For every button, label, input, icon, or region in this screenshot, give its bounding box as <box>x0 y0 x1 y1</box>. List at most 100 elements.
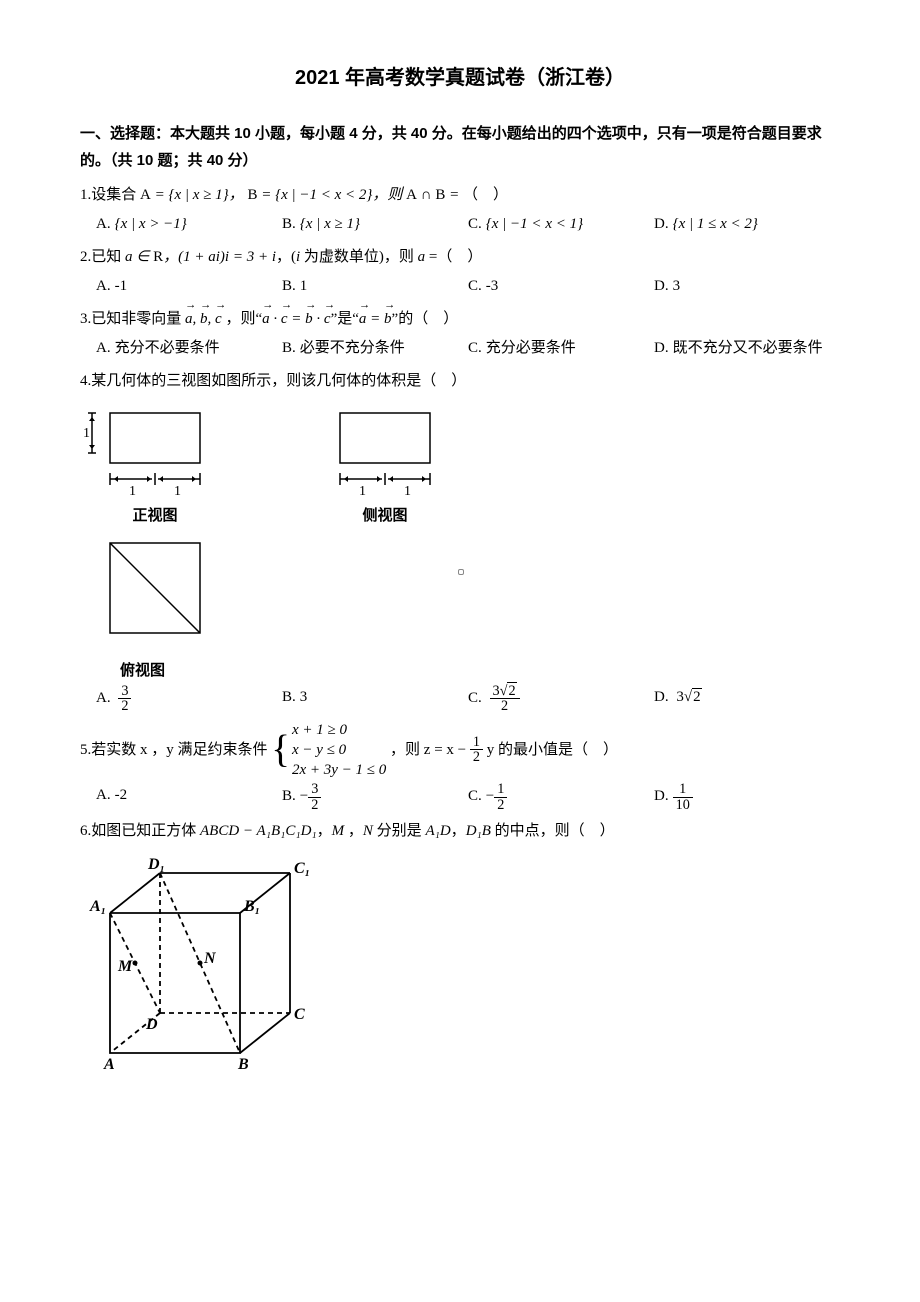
page-title: 2021 年高考数学真题试卷（浙江卷） <box>80 60 840 96</box>
q4-d-rad: 2 <box>692 688 702 705</box>
q5-tail-a: ，则 z = x − <box>390 741 470 757</box>
q4-text: 4.某几何体的三视图如图所示，则该几何体的体积是（ ） <box>80 368 840 395</box>
q5-tail-b: y 的最小值是（ ） <box>487 741 618 757</box>
lbl-B1: B₁ <box>243 898 260 915</box>
q5-c-num: 1 <box>494 782 507 797</box>
q4-options: A. 32 B.3 C. 3√22 D. 3√2 <box>80 684 840 714</box>
front-caption: 正视图 <box>80 502 230 529</box>
q5-b-den: 2 <box>308 798 321 812</box>
q5-opt-a: A.-2 <box>96 782 282 812</box>
q5-d-den: 10 <box>673 798 693 812</box>
lbl-N: N <box>203 950 217 967</box>
q5-line2: x − y ≤ 0 <box>292 742 346 758</box>
label-a: A. <box>96 340 111 356</box>
q5-frac-num: 1 <box>470 735 483 750</box>
label-c: C. <box>468 340 482 356</box>
q5-options: A.-2 B.−32 C.−12 D.110 <box>80 782 840 812</box>
label-c: C. <box>468 278 482 294</box>
label-c: C. <box>468 216 482 232</box>
q2-options: A.-1 B.1 C.-3 D.3 <box>80 273 840 300</box>
q3-b-val: 必要不充分条件 <box>300 340 405 356</box>
side-view: 1 1 侧视图 <box>310 403 460 529</box>
label-b: B. <box>282 788 296 804</box>
q4-opt-d: D. 3√2 <box>654 684 840 714</box>
q2-d-val: 3 <box>673 278 681 294</box>
question-1: 1.设集合 A = {x | x ≥ 1}， B = {x | −1 < x <… <box>80 182 840 238</box>
q1-text: 1.设集合 A = {x | x ≥ 1}， B = {x | −1 < x <… <box>80 182 840 209</box>
cube-svg: A B C D A₁ B₁ C₁ D₁ M N <box>80 853 320 1083</box>
label-a: A. <box>96 787 111 803</box>
q3-text: 3.已知非零向量 a, b, c ，则“a · c = b · c”是“a = … <box>80 306 840 333</box>
q3-opt-b: B.必要不充分条件 <box>282 335 468 362</box>
label-d: D. <box>654 278 669 294</box>
q3-opt-c: C.充分必要条件 <box>468 335 654 362</box>
front-label-r: 1 <box>174 484 181 498</box>
top-view-svg <box>80 533 230 653</box>
label-b: B. <box>282 340 296 356</box>
q1-options: A.{x | x > −1} B.{x | x ≥ 1} C.{x | −1 <… <box>80 211 840 238</box>
lbl-M: M <box>117 958 133 975</box>
q5-opt-c: C.−12 <box>468 782 654 812</box>
q3-c-val: 充分必要条件 <box>486 340 576 356</box>
label-d: D. <box>654 788 669 804</box>
side-label-l: 1 <box>359 484 366 498</box>
lbl-A: A <box>103 1056 115 1073</box>
q5-line1: x + 1 ≥ 0 <box>292 722 347 738</box>
label-d: D. <box>654 340 669 356</box>
q1-opt-a: A.{x | x > −1} <box>96 211 282 238</box>
front-view-svg: 1 1 1 <box>80 403 230 498</box>
q1-body: A = {x | x ≥ 1}， B = {x | −1 < x < 2}，则 … <box>140 187 463 203</box>
q4-opt-a: A. 32 <box>96 684 282 714</box>
label-b: B. <box>282 689 296 705</box>
q4-opt-c: C. 3√22 <box>468 684 654 714</box>
section-heading: 一、选择题：本大题共 10 小题，每小题 4 分，共 40 分。在每小题给出的四… <box>80 120 840 174</box>
lbl-D1: D₁ <box>147 856 165 873</box>
q5-opt-d: D.110 <box>654 782 840 812</box>
q5-b-num: 3 <box>308 782 321 797</box>
q6-prefix: 6.如图已知正方体 <box>80 823 200 839</box>
lbl-C1: C₁ <box>294 860 310 877</box>
q4-opt-b: B.3 <box>282 684 468 714</box>
label-a: A. <box>96 278 111 294</box>
q2-c-val: -3 <box>486 278 499 294</box>
side-caption: 侧视图 <box>310 502 460 529</box>
q4-a-den: 2 <box>118 699 131 713</box>
side-view-svg: 1 1 <box>310 403 460 498</box>
label-a: A. <box>96 690 111 706</box>
side-label-r: 1 <box>404 484 411 498</box>
label-c: C. <box>468 690 482 706</box>
q3-opt-d: D.既不充分又不必要条件 <box>654 335 840 362</box>
q5-text: 5.若实数 x ，y 满足约束条件 { x + 1 ≥ 0 x − y ≤ 0 … <box>80 720 840 781</box>
question-6: 6.如图已知正方体 ABCD − A₁B₁C₁D₁，M ，N 分别是 A₁D，D… <box>80 818 840 1083</box>
q3-d-val: 既不充分又不必要条件 <box>673 340 823 356</box>
lbl-B: B <box>237 1056 249 1073</box>
q4-c-den: 2 <box>490 699 520 713</box>
top-view: 俯视图 <box>80 533 840 684</box>
q4-a-num: 3 <box>118 684 131 699</box>
q5-line3: 2x + 3y − 1 ≤ 0 <box>292 762 386 778</box>
q4-d-coef: 3 <box>676 689 684 705</box>
lbl-A1: A₁ <box>89 898 106 915</box>
front-view: 1 1 1 正视图 <box>80 403 230 529</box>
label-d: D. <box>654 689 669 705</box>
q5-a-val: -2 <box>115 787 128 803</box>
q3-options: A.充分不必要条件 B.必要不充分条件 C.充分必要条件 D.既不充分又不必要条… <box>80 335 840 362</box>
lbl-C: C <box>294 1006 305 1023</box>
q1-opt-c: C.{x | −1 < x < 1} <box>468 211 654 238</box>
q5-opt-b: B.−32 <box>282 782 468 812</box>
q1-opt-d: D.{x | 1 ≤ x < 2} <box>654 211 840 238</box>
q2-text: 2.已知 a ∈ R，(1 + ai)i = 3 + i，(i 为虚数单位)，则… <box>80 244 840 271</box>
q5-frac-den: 2 <box>470 750 483 764</box>
q1-opt-b: B.{x | x ≥ 1} <box>282 211 468 238</box>
question-5: 5.若实数 x ，y 满足约束条件 { x + 1 ≥ 0 x − y ≤ 0 … <box>80 720 840 812</box>
q3-a-val: 充分不必要条件 <box>115 340 220 356</box>
question-2: 2.已知 a ∈ R，(1 + ai)i = 3 + i，(i 为虚数单位)，则… <box>80 244 840 300</box>
q4-c-rad: 2 <box>507 682 516 699</box>
label-c: C. <box>468 788 482 804</box>
q6-text: 6.如图已知正方体 ABCD − A₁B₁C₁D₁，M ，N 分别是 A₁D，D… <box>80 818 840 845</box>
label-b: B. <box>282 278 296 294</box>
top-caption: 俯视图 <box>120 657 840 684</box>
front-label-l: 1 <box>129 484 136 498</box>
q4-c-coef: 3 <box>493 683 500 699</box>
label-d: D. <box>654 216 669 232</box>
